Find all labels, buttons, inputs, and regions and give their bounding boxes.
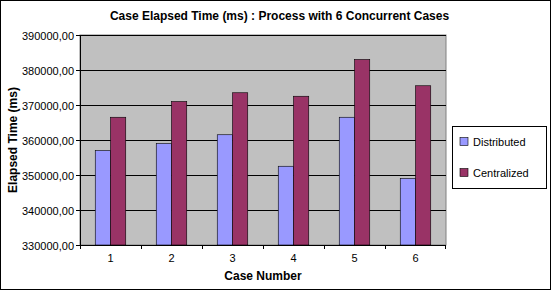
x-tick-mark <box>385 245 386 249</box>
x-tick-mark <box>80 245 81 249</box>
legend-label: Centralized <box>473 167 529 179</box>
grid-line <box>80 140 446 141</box>
chart: Case Elapsed Time (ms) : Process with 6 … <box>0 0 551 290</box>
x-tick-label: 4 <box>290 252 296 264</box>
title: Case Elapsed Time (ms) : Process with 6 … <box>110 9 450 23</box>
tick-mark <box>76 140 80 141</box>
bar <box>400 179 415 246</box>
bar <box>278 166 293 245</box>
x-tick-mark <box>324 245 325 249</box>
bar <box>217 135 232 245</box>
y-axis <box>80 35 81 245</box>
tick-mark <box>76 70 80 71</box>
x-tick-label: 6 <box>412 252 418 264</box>
x-tick-label: 3 <box>229 252 235 264</box>
grid-line <box>80 175 446 176</box>
x-tick-mark <box>445 245 446 249</box>
grid-line <box>80 70 446 71</box>
x-axis-title: Case Number <box>224 269 302 283</box>
legend-swatch <box>460 169 468 177</box>
grid-line <box>80 210 446 211</box>
y-tick-label: 360000,00 <box>22 135 74 147</box>
tick-mark <box>76 105 80 106</box>
tick-mark <box>76 35 80 36</box>
bar <box>111 117 126 245</box>
x-tick-mark <box>263 245 264 249</box>
chart-border <box>1 1 551 290</box>
y-axis-title: Elapsed Time (ms) <box>6 87 20 193</box>
tick-mark <box>76 210 80 211</box>
x-tick-mark <box>141 245 142 249</box>
x-tick-label: 1 <box>107 252 113 264</box>
x-tick-label: 5 <box>351 252 357 264</box>
x-tick-label: 2 <box>168 252 174 264</box>
plot-area <box>80 35 446 245</box>
grid-line <box>80 105 446 106</box>
x-tick-mark <box>202 245 203 249</box>
bar <box>172 102 187 246</box>
legend-label: Distributed <box>473 136 526 148</box>
y-tick-label: 380000,00 <box>22 65 74 77</box>
legend-swatch <box>460 138 468 146</box>
tick-mark <box>76 245 80 246</box>
y-tick-label: 340000,00 <box>22 205 74 217</box>
bar <box>416 86 431 245</box>
y-tick-label: 350000,00 <box>22 170 74 182</box>
y-tick-label: 370000,00 <box>22 100 74 112</box>
bar <box>95 151 110 246</box>
bar <box>294 96 309 245</box>
tick-mark <box>76 175 80 176</box>
bars <box>95 60 431 246</box>
bar <box>156 144 171 246</box>
y-tick-label: 330000,00 <box>22 240 74 252</box>
bar <box>355 60 370 246</box>
bar <box>339 117 354 245</box>
y-tick-label: 390000,00 <box>22 30 74 42</box>
legend <box>453 127 547 189</box>
grid-line <box>80 35 446 36</box>
bar <box>233 93 248 245</box>
